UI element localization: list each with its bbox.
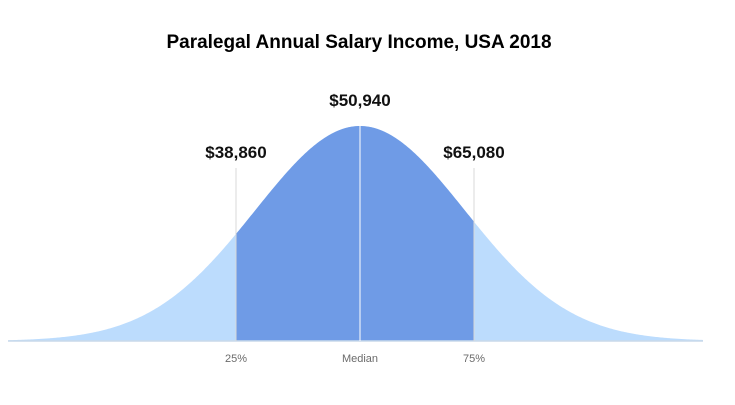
- distribution-area: [8, 126, 703, 342]
- interquartile-area: [236, 126, 474, 341]
- median-tick-label: Median: [342, 353, 378, 365]
- tick-labels: 25% Median 75%: [225, 353, 485, 365]
- p25-tick-label: 25%: [225, 353, 247, 365]
- p75-value-label: $65,080: [443, 143, 504, 162]
- chart-title: Paralegal Annual Salary Income, USA 2018: [166, 32, 551, 53]
- median-value-label: $50,940: [329, 91, 390, 110]
- value-labels: $38,860 $50,940 $65,080: [205, 91, 504, 162]
- p75-tick-label: 75%: [463, 353, 485, 365]
- marker-lines: [235, 126, 475, 341]
- p25-value-label: $38,860: [205, 143, 266, 162]
